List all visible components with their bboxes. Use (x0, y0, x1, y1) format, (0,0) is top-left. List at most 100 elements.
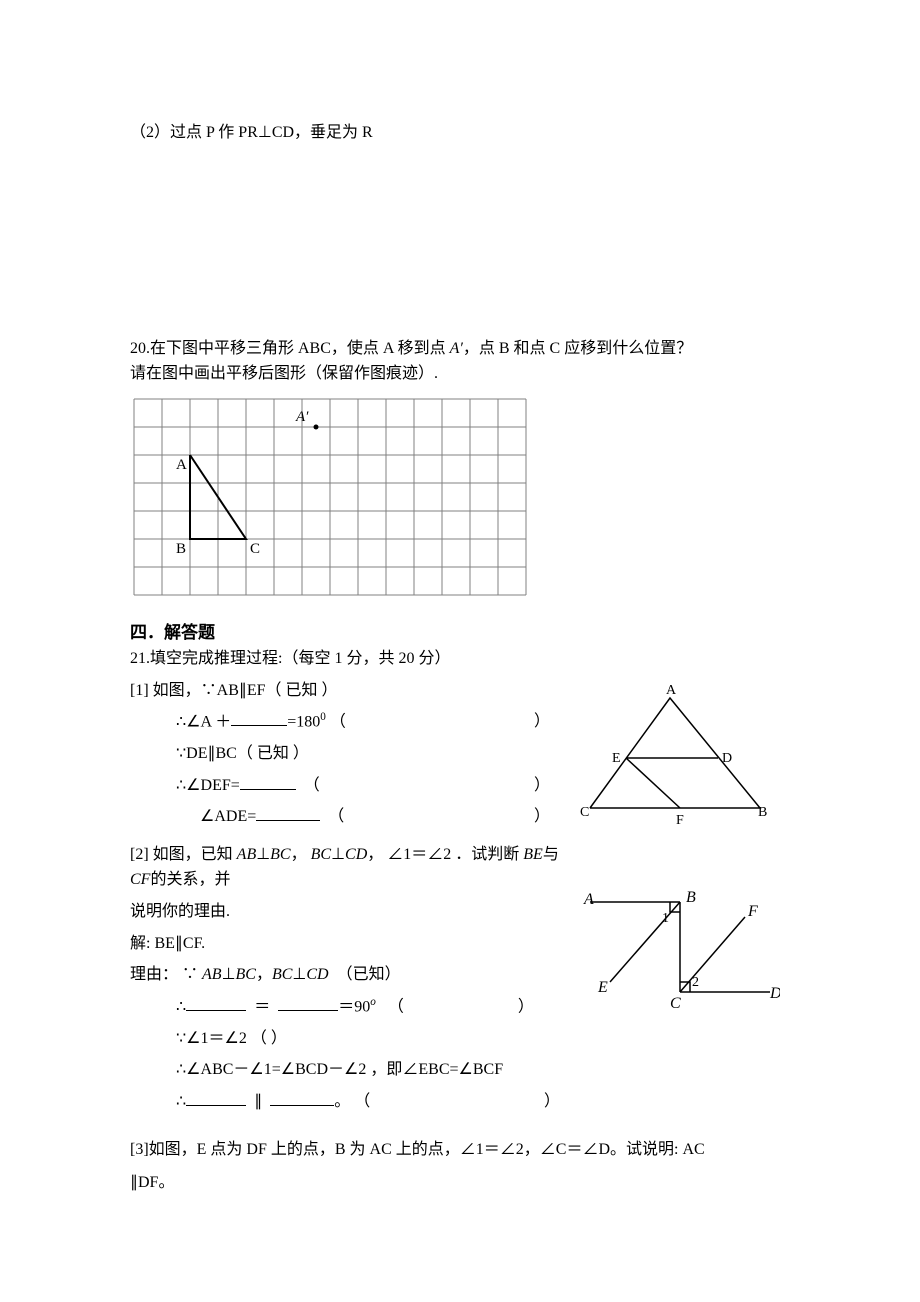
svg-text:B: B (758, 805, 767, 820)
p2-cf: CF (130, 871, 150, 888)
p2-reason: 理由： ∵ AB⊥BC，BC⊥CD （已知） (130, 962, 560, 988)
p2-h1: [2] 如图，已知 AB⊥BC， BC⊥CD， ∠1＝∠2 ．试判断 BE与CF… (130, 842, 560, 893)
p2-period: 。 （ (334, 1093, 370, 1110)
q21-fig2-svg: A B C D E F 1 2 (570, 882, 780, 1022)
q20-Ap: A′ (450, 340, 463, 357)
p2-t4: ∴ ∥ 。 （ ） (130, 1089, 560, 1115)
q20-grid-svg: A B C A′ (130, 395, 530, 605)
p1-l2b: =180 (287, 713, 320, 730)
section-4-title: 四．解答题 (130, 619, 790, 646)
p1-l4rp: ） (534, 773, 550, 799)
p2-ang12: ∠1＝∠2 ．试判断 (387, 846, 519, 863)
p1-l2rp: ） (534, 709, 550, 735)
p1-l4lp: （ (304, 777, 320, 794)
page: （2）过点 P 作 PR⊥CD，垂足为 R 20.在下图中平移三角形 ABC，使… (0, 0, 920, 1302)
blank-1 (231, 711, 287, 726)
svg-text:2: 2 (692, 975, 699, 990)
q21-fig1-wrap: A C B E D F (570, 678, 790, 828)
p2-rp2: ） (544, 1089, 560, 1115)
blank-4 (186, 996, 246, 1011)
p2-t4a: ∴ (176, 1093, 186, 1110)
p2-sol: 解: BE∥CF. (130, 931, 560, 957)
svg-text:E: E (597, 979, 608, 996)
p2-deg: o (370, 996, 376, 1008)
p3-l2: ∥DF。 (130, 1170, 790, 1196)
blank-6 (186, 1091, 246, 1106)
p2-rp1: ） (518, 998, 534, 1015)
q21-p3: [3]如图，E 点为 DF 上的点，B 为 AC 上的点，∠1＝∠2，∠C＝∠D… (130, 1137, 790, 1196)
q21-p2: A B C D E F 1 2 [2] 如图，已知 AB⊥BC， BC⊥CD， … (130, 842, 790, 1121)
blank-3 (256, 806, 320, 821)
p1-l5a: ∠ADE= (200, 808, 256, 825)
blank-7 (270, 1091, 334, 1106)
svg-text:A: A (583, 891, 594, 908)
p2-par: ∥ (254, 1093, 262, 1110)
p1-l4a: ∴∠DEF= (176, 777, 240, 794)
p2-eq: ＝ (254, 998, 270, 1015)
lbl-C: C (250, 541, 260, 557)
p2-ab: AB (237, 846, 257, 863)
blank-5 (278, 996, 338, 1011)
q21-fig2-wrap: A B C D E F 1 2 (570, 882, 790, 1022)
p2-cd2: CD (306, 966, 328, 983)
lbl-Ap: A′ (295, 409, 309, 425)
p1-l5: ∠ADE= （ ） (130, 804, 550, 830)
svg-text:F: F (676, 813, 684, 828)
svg-text:D: D (722, 751, 732, 766)
q21-p2-body: [2] 如图，已知 AB⊥BC， BC⊥CD， ∠1＝∠2 ．试判断 BE与CF… (130, 842, 560, 1115)
q20-grid-wrap: A B C A′ (130, 395, 790, 605)
p2-be: BE (523, 846, 543, 863)
p2-c1: ， (291, 846, 307, 863)
p2-h1a: [2] 如图，已知 (130, 846, 233, 863)
svg-text:A: A (666, 683, 677, 698)
q21-p1: A C B E D F [1] 如图，∵AB∥EF（ 已知 ） ∴∠A ＋=18… (130, 678, 790, 836)
p2-c2: ， (367, 846, 383, 863)
p2-perp3: ⊥ (222, 966, 236, 983)
svg-text:C: C (670, 995, 681, 1012)
p2-bc2: BC (311, 846, 331, 863)
p1-l2lp: （ (330, 713, 346, 730)
q21-head: 21.填空完成推理过程:（每空 1 分，共 20 分） (130, 646, 790, 672)
p2-t1a: ∴ (176, 998, 186, 1015)
p3-l1: [3]如图，E 点为 DF 上的点，B 为 AC 上的点，∠1＝∠2，∠C＝∠D… (130, 1137, 790, 1163)
lbl-A: A (176, 457, 187, 473)
p2-bc4: BC (272, 966, 292, 983)
p2-reason-a: 理由： ∵ (130, 966, 198, 983)
lbl-B: B (176, 541, 186, 557)
p1-l2a: ∴∠A ＋ (176, 713, 231, 730)
p2-90: ＝90 (338, 998, 370, 1015)
svg-text:B: B (686, 889, 696, 906)
p2-t2: ∵∠1＝∠2 （ ） (130, 1026, 560, 1052)
q20: 20.在下图中平移三角形 ABC，使点 A 移到点 A′，点 B 和点 C 应移… (130, 336, 790, 605)
p1-l2: ∴∠A ＋ =1800 （ ） (130, 709, 550, 735)
p2-and: 与 (543, 846, 559, 863)
p1-l4: ∴∠DEF= （ ） (130, 773, 550, 799)
p2-perp1: ⊥ (256, 846, 270, 863)
p1-l5lp: （ (328, 808, 344, 825)
p2-bc3: BC (236, 966, 256, 983)
svg-text:D: D (769, 985, 780, 1002)
p2-h2: 说明你的理由. (130, 899, 560, 925)
p2-t3: ∴∠ABC－∠1=∠BCD－∠2 ，即∠EBC=∠BCF (130, 1057, 560, 1083)
q20-line2: 请在图中画出平移后图形（保留作图痕迹）. (130, 361, 790, 387)
p2-perp4: ⊥ (292, 966, 306, 983)
p1-l3: ∵DE∥BC（ 已知 ） (130, 741, 550, 767)
p2-known: （已知） (337, 966, 401, 983)
p2-t1: ∴ ＝ ＝90o （ ） (130, 994, 560, 1020)
p2-ab2: AB (202, 966, 222, 983)
q21-p1-body: [1] 如图，∵AB∥EF（ 已知 ） ∴∠A ＋=1800 （ ） ∵DE∥B… (130, 678, 550, 830)
p2-bc1: BC (270, 846, 290, 863)
p1-l5rp: ） (534, 804, 550, 830)
p1-l2sup: 0 (320, 711, 326, 723)
svg-text:C: C (580, 805, 589, 820)
q2-text: （2）过点 P 作 PR⊥CD，垂足为 R (130, 120, 790, 146)
p2-perp2: ⊥ (331, 846, 345, 863)
q20-line1: 20.在下图中平移三角形 ABC，使点 A 移到点 A′，点 B 和点 C 应移… (130, 336, 790, 362)
spacer-1 (130, 146, 790, 336)
svg-text:1: 1 (662, 911, 669, 926)
q21-fig1-svg: A C B E D F (570, 678, 770, 828)
p2-cd: CD (345, 846, 367, 863)
q20-line1a: 20.在下图中平移三角形 ABC，使点 A 移到点 (130, 340, 450, 357)
p2-rel: 的关系，并 (150, 871, 230, 888)
svg-text:E: E (612, 751, 621, 766)
